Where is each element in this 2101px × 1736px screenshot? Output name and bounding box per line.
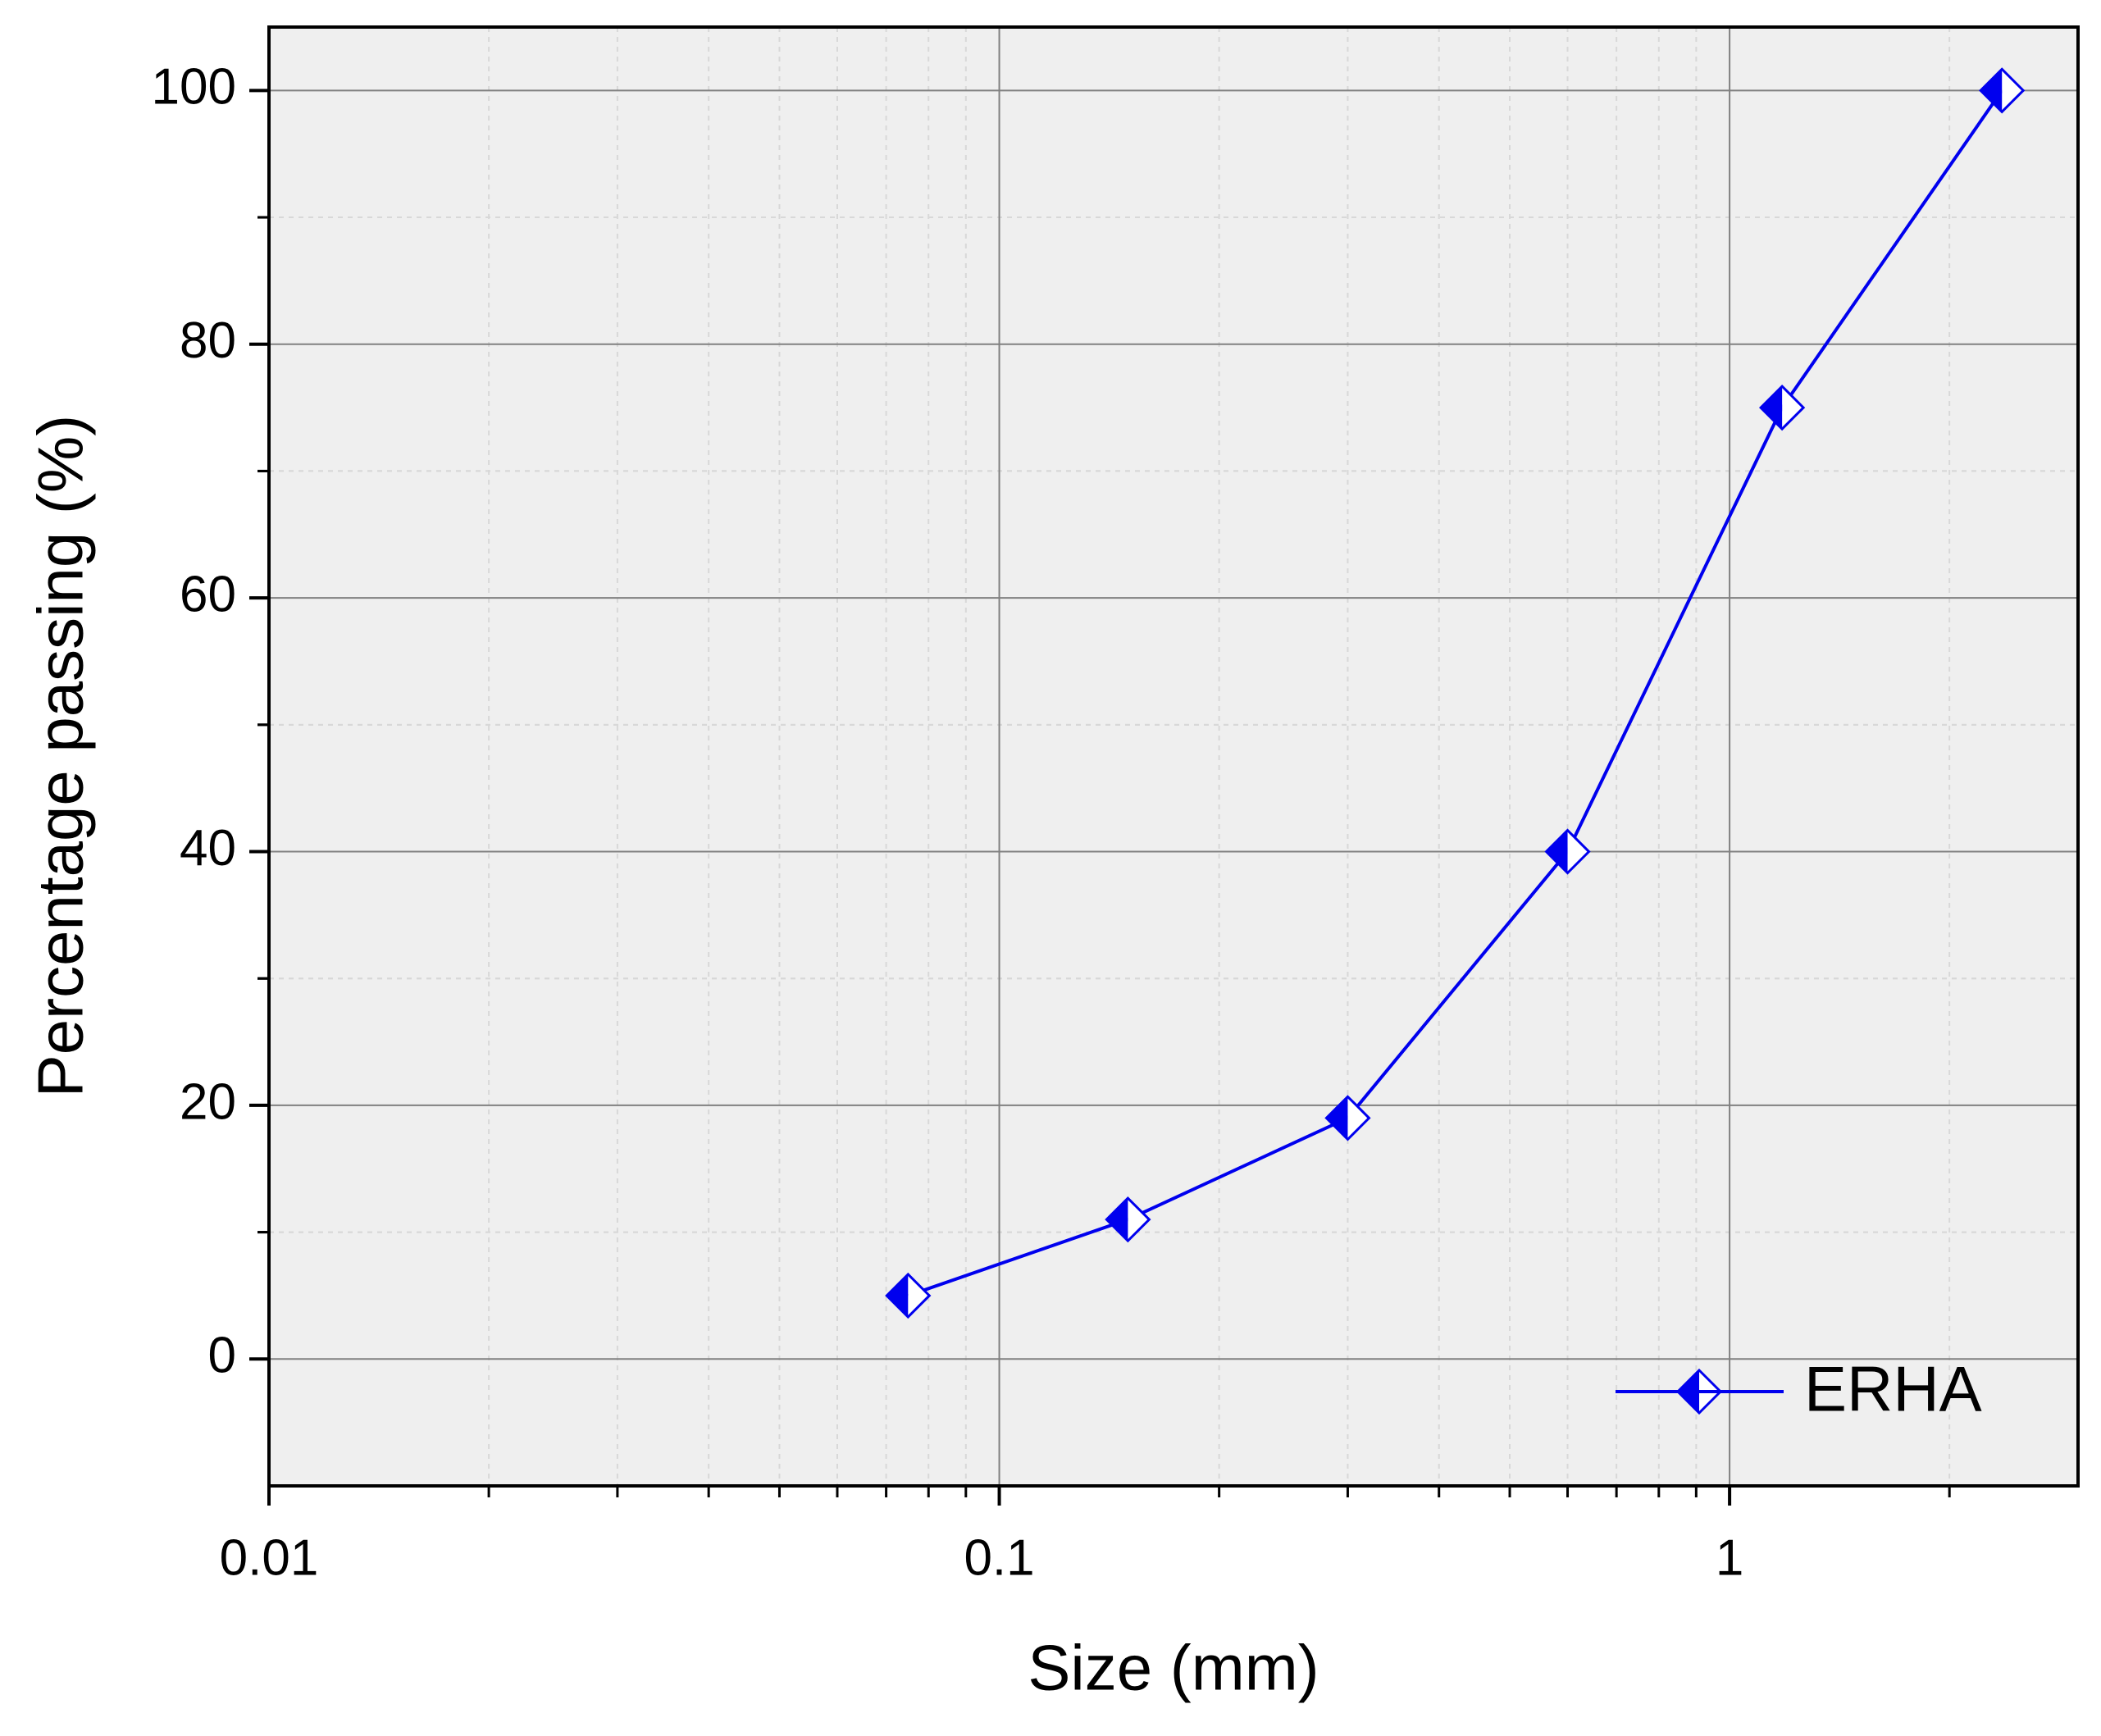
- marker: [1979, 67, 2026, 114]
- marker-fill-left: [1546, 830, 1568, 873]
- marker-fill-left: [1761, 386, 1783, 430]
- marker-outline: [1105, 1196, 1151, 1243]
- x-axis-title: Size (mm): [1028, 1632, 1319, 1704]
- series-line: [907, 89, 2003, 1297]
- marker-fill-left: [886, 1274, 909, 1317]
- x-tick-label: 0.01: [220, 1529, 319, 1586]
- marker-fill-right: [1567, 830, 1589, 873]
- plot-area: [269, 27, 2078, 1486]
- marker-fill-left: [1326, 1096, 1348, 1140]
- y-tick-label: 80: [180, 312, 236, 369]
- y-axis-title: Percentage passing (%): [25, 415, 97, 1097]
- marker: [885, 1272, 932, 1319]
- y-tick-label: 100: [152, 59, 236, 116]
- marker-fill-right: [2002, 69, 2024, 112]
- y-tick-label: 20: [180, 1073, 236, 1130]
- marker-outline: [1758, 384, 1806, 431]
- plot-frame: [267, 25, 2080, 1488]
- marker-outline: [885, 1272, 932, 1319]
- marker-fill-right: [1782, 386, 1804, 430]
- marker: [1544, 828, 1591, 875]
- y-tick-label: 40: [180, 820, 236, 877]
- marker-fill-right: [1128, 1198, 1150, 1242]
- x-tick-label: 1: [1716, 1529, 1743, 1586]
- x-tick-label: 0.1: [964, 1529, 1034, 1586]
- marker-fill-left: [1980, 69, 2003, 112]
- marker: [1324, 1095, 1371, 1141]
- marker: [1758, 384, 1806, 431]
- marker-outline: [1675, 1368, 1723, 1415]
- y-tick-label: 60: [180, 567, 236, 623]
- y-tick-label: 0: [208, 1328, 236, 1384]
- marker-outline: [1544, 828, 1591, 875]
- marker-outline: [1324, 1095, 1371, 1141]
- marker: [1105, 1196, 1151, 1243]
- marker-outline: [1979, 67, 2026, 114]
- marker-fill-right: [908, 1274, 930, 1317]
- legend-label: ERHA: [1804, 1353, 1982, 1425]
- marker-fill-right: [1347, 1096, 1370, 1140]
- marker-fill-left: [1106, 1198, 1128, 1242]
